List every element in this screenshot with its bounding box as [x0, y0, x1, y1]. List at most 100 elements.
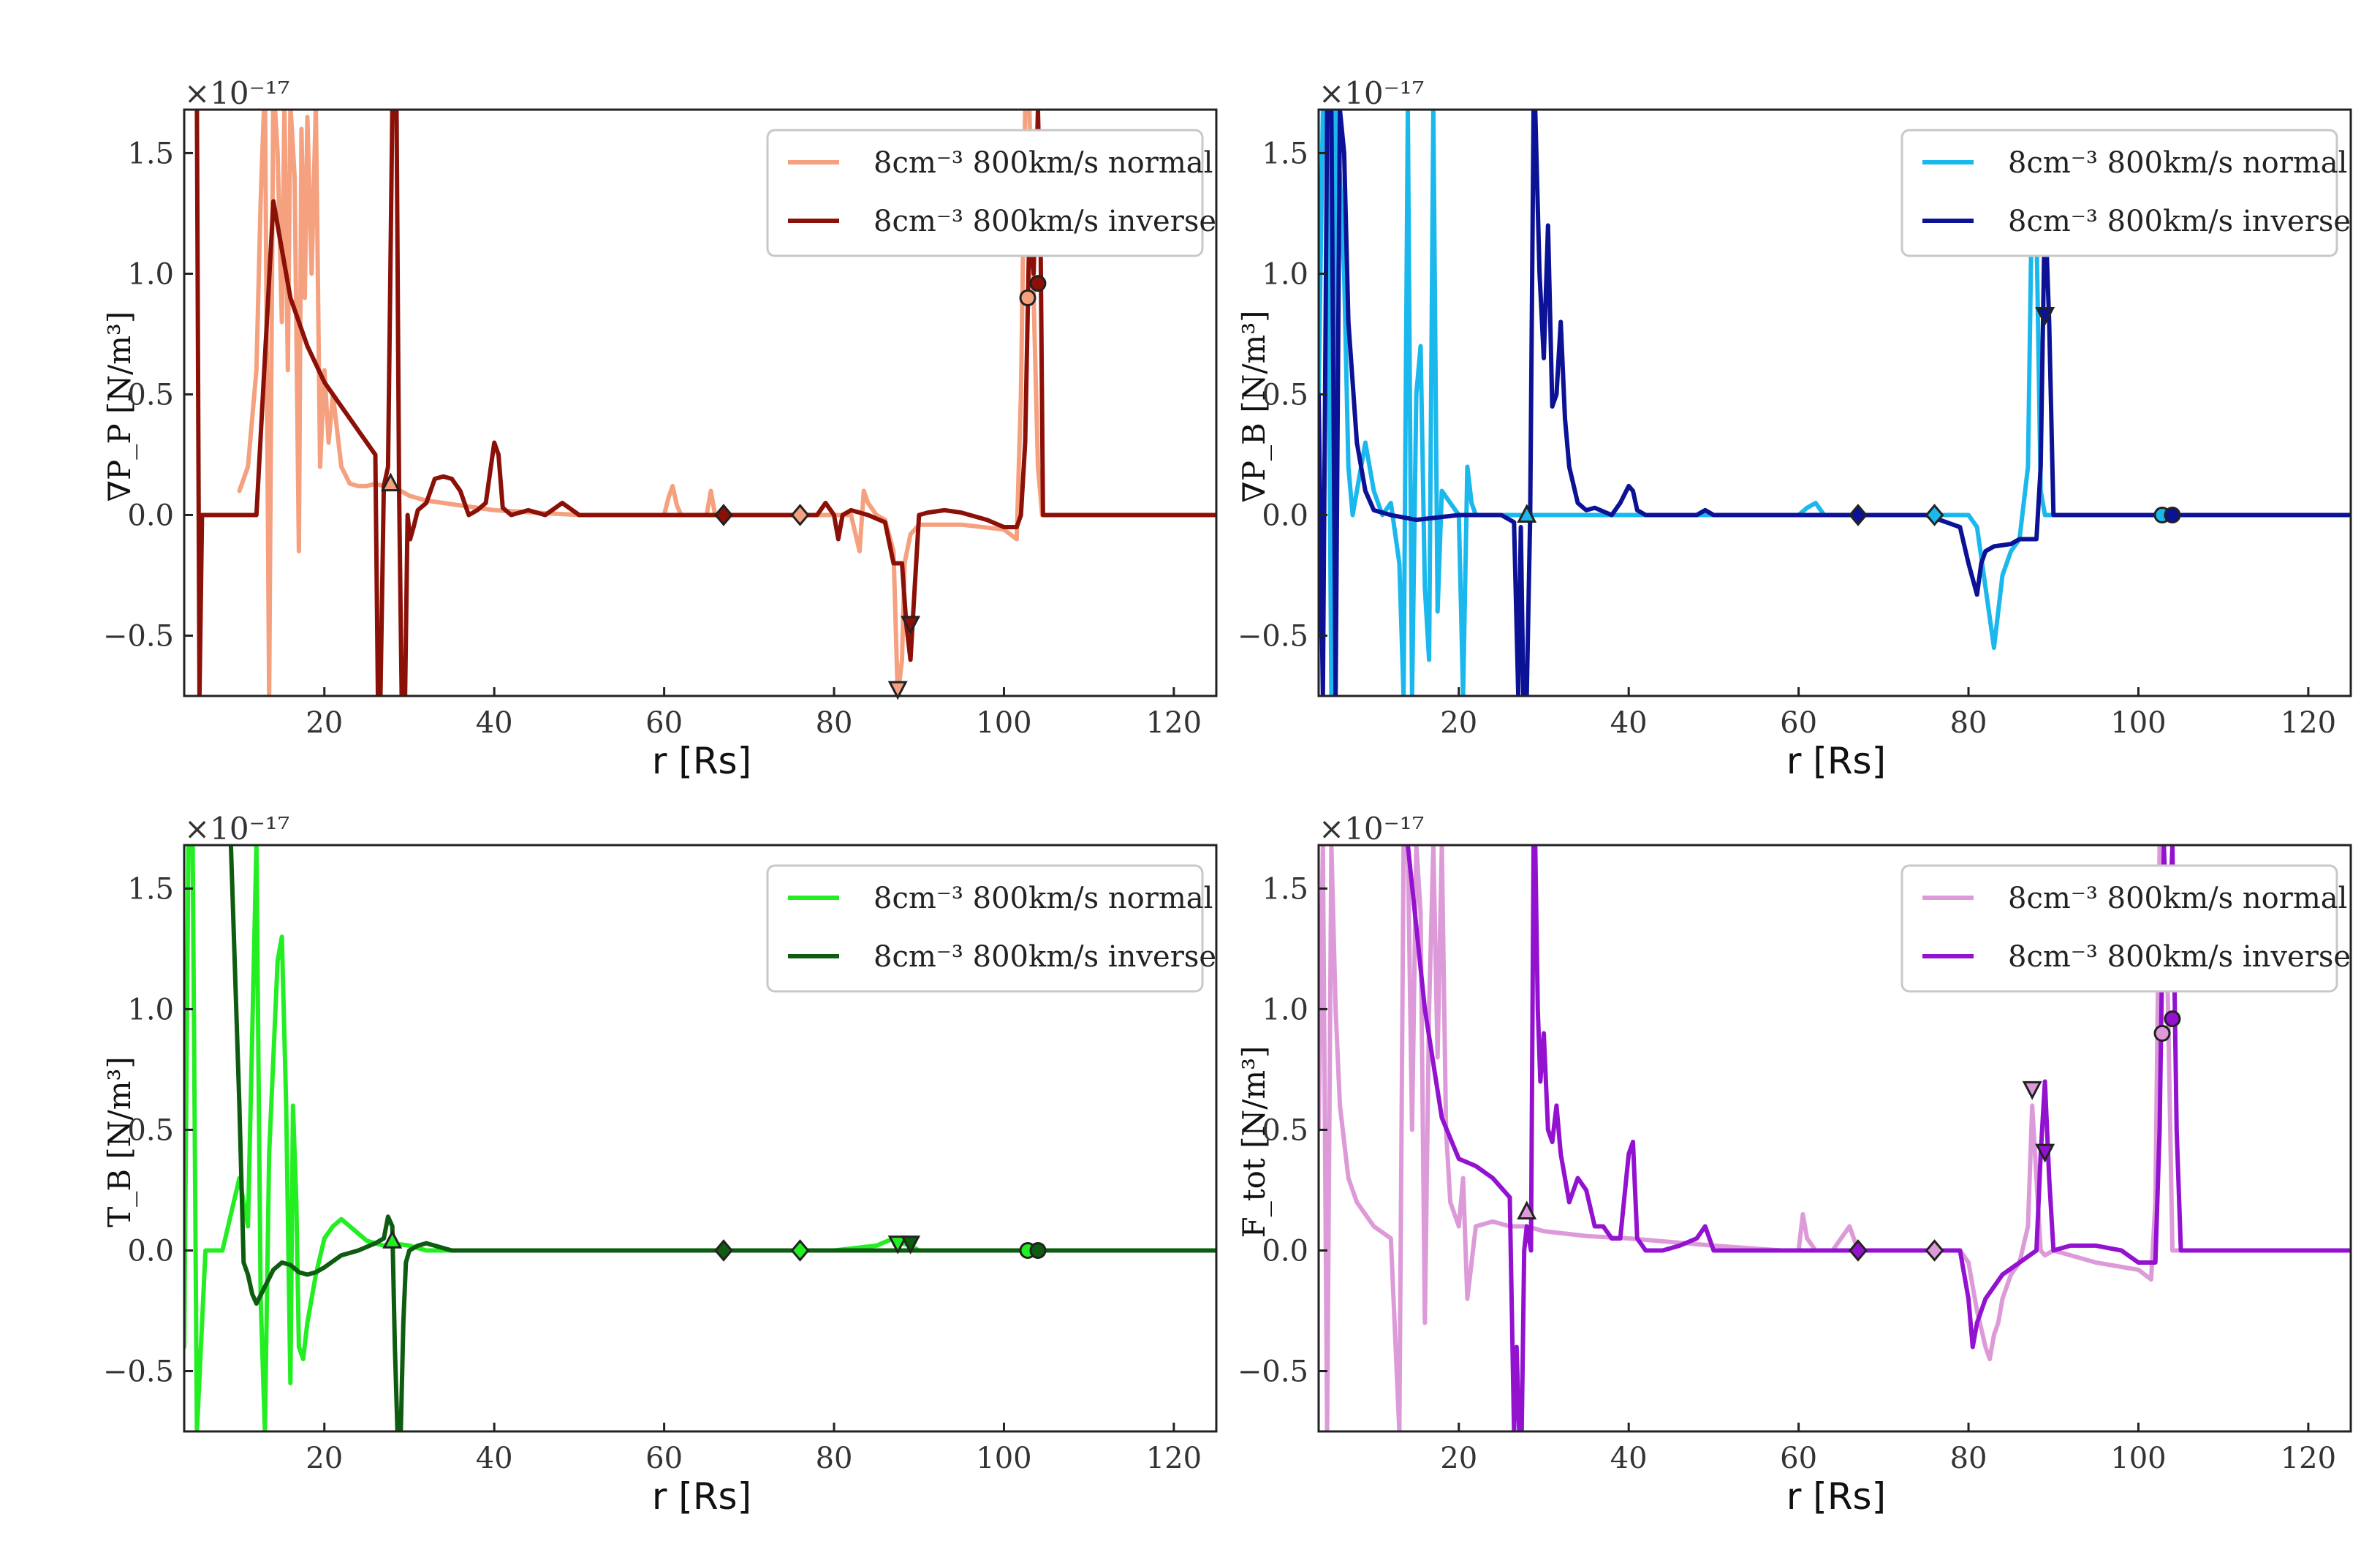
legend: 8cm⁻³ 800km/s normal 8cm⁻³ 800km/s inver… [1900, 129, 2351, 257]
diamond-marker [790, 504, 810, 526]
x-tick-label: 120 [1146, 706, 1202, 740]
series-line-inverse [194, 110, 1216, 696]
triangle-down-marker [887, 1235, 908, 1254]
legend-box [766, 864, 1204, 993]
x-tick-label: 120 [2281, 706, 2336, 740]
panel-magnetic-pressure-gradient: ×10⁻¹⁷ ∇P_B [N/m³] r [Rs] 20 40 60 80 100 120… [1236, 75, 2352, 782]
series-line-normal [1319, 110, 2351, 696]
legend-label-normal: 8cm⁻³ 800km/s normal [873, 882, 1213, 915]
y-multiplier: ×10⁻¹⁷ [184, 75, 289, 111]
plot-frame [183, 844, 1218, 1433]
x-tick-label: 60 [645, 706, 683, 740]
triangle-up-marker [1517, 1200, 1537, 1220]
plot-area: 20 40 60 80 100 120 −0.5 0.0 0.5 1.0 1.5 [103, 108, 1218, 740]
circle-marker [2164, 1010, 2181, 1028]
y-tick-label: 0.5 [127, 1113, 174, 1147]
circle-marker [1029, 1241, 1047, 1259]
y-tick-label: 1.5 [127, 137, 174, 170]
series-line-inverse [1406, 845, 2351, 1431]
y-tick-label: 1.0 [127, 993, 174, 1026]
legend-box [1900, 129, 2338, 257]
y-multiplier: ×10⁻¹⁷ [1319, 75, 1424, 111]
x-tick-label: 20 [1440, 1442, 1477, 1475]
x-tick-label: 80 [1950, 706, 1987, 740]
series-group [1319, 110, 2351, 696]
plot-area: 20 40 60 80 100 120 −0.5 0.0 0.5 1.0 1.5 [103, 844, 1218, 1475]
y-tick-label: −0.5 [103, 1355, 174, 1388]
x-tick-label: 100 [976, 1442, 1031, 1475]
y-tick-label: −0.5 [1238, 619, 1308, 653]
x-tick-label: 20 [306, 706, 343, 740]
triangle-down-marker [901, 616, 921, 635]
x-tick-label: 100 [976, 706, 1031, 740]
triangle-down-marker [2035, 307, 2055, 326]
x-axis-label: r [Rs] [652, 1475, 751, 1518]
legend-label-normal: 8cm⁻³ 800km/s normal [2008, 882, 2347, 915]
triangle-down-marker [2022, 1081, 2042, 1100]
diamond-marker [1925, 1239, 1944, 1262]
series-line-inverse [1319, 110, 2351, 696]
y-tick-label: 0.0 [127, 1234, 174, 1268]
legend: 8cm⁻³ 800km/s normal 8cm⁻³ 800km/s inver… [766, 864, 1216, 993]
y-tick-label: 0.0 [1262, 1234, 1308, 1268]
panel-total-force: ×10⁻¹⁷ F_tot [N/m³] r [Rs] 20 40 60 80 100 12… [1236, 811, 2352, 1518]
x-tick-label: 80 [1950, 1442, 1987, 1475]
y-axis-label: ∇P_P [N/m³] [102, 311, 137, 502]
y-tick-label: 0.5 [1262, 378, 1308, 412]
legend-box [766, 129, 1204, 257]
triangle-up-marker [380, 472, 401, 492]
circle-marker [1019, 289, 1036, 306]
x-tick-label: 60 [1780, 1442, 1817, 1475]
series-group [184, 845, 1216, 1431]
marker-group [382, 1230, 1047, 1262]
y-multiplier: ×10⁻¹⁷ [184, 811, 289, 847]
legend-label-normal: 8cm⁻³ 800km/s normal [2008, 146, 2347, 180]
legend-label-inverse: 8cm⁻³ 800km/s inverse [873, 205, 1216, 238]
x-tick-label: 100 [2110, 1442, 2166, 1475]
series-group [194, 110, 1216, 696]
legend-label-inverse: 8cm⁻³ 800km/s inverse [2008, 940, 2351, 974]
series-group [1319, 845, 2351, 1431]
legend-label-inverse: 8cm⁻³ 800km/s inverse [873, 940, 1216, 974]
diamond-marker [713, 504, 733, 526]
y-tick-label: 1.5 [1262, 872, 1308, 906]
plot-frame [1317, 844, 2352, 1433]
diamond-marker [1848, 504, 1868, 526]
x-axis-label: r [Rs] [652, 740, 751, 782]
legend: 8cm⁻³ 800km/s normal 8cm⁻³ 800km/s inver… [1900, 864, 2351, 993]
y-tick-label: 0.0 [127, 499, 174, 532]
x-tick-label: 20 [306, 1442, 343, 1475]
legend-label-normal: 8cm⁻³ 800km/s normal [873, 146, 1213, 180]
y-tick-label: 0.5 [1262, 1113, 1308, 1147]
diamond-marker [1925, 504, 1944, 526]
legend-box [1900, 864, 2338, 993]
x-tick-label: 120 [1146, 1442, 1202, 1475]
y-tick-label: 1.0 [1262, 257, 1308, 291]
x-tick-label: 80 [816, 1442, 853, 1475]
marker-group [1517, 1010, 2181, 1262]
marker-group [380, 275, 1047, 700]
x-tick-label: 40 [1610, 706, 1648, 740]
plot-area: 20 40 60 80 100 120 −0.5 0.0 0.5 1.0 1.5 [1238, 844, 2352, 1475]
y-tick-label: 1.0 [127, 257, 174, 291]
x-axis-label: r [Rs] [1786, 740, 1886, 782]
y-tick-label: 0.0 [1262, 499, 1308, 532]
x-tick-label: 120 [2281, 1442, 2336, 1475]
x-tick-label: 40 [1610, 1442, 1648, 1475]
circle-marker [1029, 275, 1047, 292]
panel-magnetic-tension: ×10⁻¹⁷ T_B [N/m³] r [Rs] 20 40 60 80 100 120 −… [102, 811, 1218, 1518]
circle-marker [2153, 1024, 2171, 1042]
panel-pressure-gradient: ×10⁻¹⁷ ∇P_P [N/m³] r [Rs] 20 40 60 80 100 120… [102, 75, 1218, 782]
y-axis-label: ∇P_B [N/m³] [1236, 310, 1272, 502]
diamond-marker [1848, 1239, 1868, 1262]
marker-group [1517, 179, 2181, 526]
x-axis-label: r [Rs] [1786, 1475, 1886, 1518]
y-tick-label: 1.5 [127, 872, 174, 906]
x-tick-label: 80 [816, 706, 853, 740]
diamond-marker [713, 1239, 733, 1262]
plot-area: 20 40 60 80 100 120 −0.5 0.0 0.5 1.0 1.5 [1238, 108, 2352, 740]
x-tick-label: 40 [476, 1442, 513, 1475]
x-tick-label: 20 [1440, 706, 1477, 740]
y-tick-label: −0.5 [1238, 1355, 1308, 1388]
